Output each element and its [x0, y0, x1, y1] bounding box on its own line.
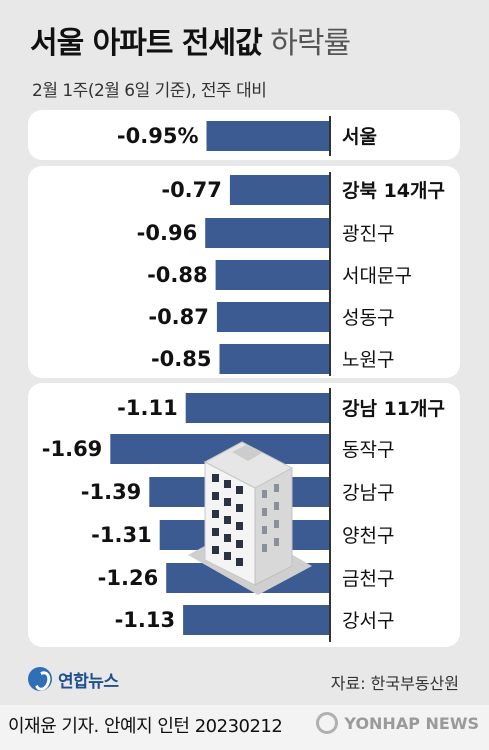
watermark: YONHAP NEWS	[316, 712, 479, 734]
bar	[205, 218, 330, 248]
value-label: -1.11	[117, 396, 178, 420]
bar	[183, 605, 330, 635]
value-label: -0.77	[161, 178, 222, 202]
value-label: -1.26	[98, 566, 159, 590]
bar	[216, 302, 330, 332]
category-label: 강서구	[342, 610, 394, 632]
yonhap-logo-icon	[28, 667, 52, 691]
category-label: 양천구	[342, 525, 394, 547]
category-label: 강남 11개구	[342, 398, 445, 420]
logo-text: 연합뉴스	[58, 671, 119, 692]
category-label: 서울	[342, 126, 377, 148]
credit-line: 이재윤 기자. 안예지 인턴 20230212	[8, 716, 283, 737]
category-label: 성동구	[342, 307, 394, 329]
bar	[229, 175, 330, 205]
category-label: 노원구	[342, 349, 394, 371]
building-icon	[188, 441, 312, 595]
category-label: 강남구	[342, 482, 394, 504]
category-label: 강북 14개구	[342, 180, 445, 202]
bar-chart: -0.95% 서울 -0.77 강북 14개구 -0.96 광진구 -0.88 서대문구 -0.…	[42, 116, 445, 642]
category-label: 서대문구	[342, 265, 412, 287]
value-label: -0.88	[147, 263, 208, 287]
value-label: -1.39	[81, 480, 142, 504]
value-label: -1.31	[91, 523, 152, 547]
title-suffix: 하락률	[270, 26, 351, 61]
footer-bar	[0, 705, 489, 750]
source-note: 자료: 한국부동산원	[330, 674, 459, 693]
bar	[185, 393, 330, 423]
bar	[215, 260, 330, 290]
value-label: -0.85	[151, 347, 212, 371]
bar	[206, 121, 330, 151]
value-label: -1.69	[42, 437, 103, 461]
chart-title: 서울 아파트 전세값 하락률	[30, 18, 351, 62]
bar	[219, 344, 330, 374]
value-label: -0.95%	[117, 124, 199, 148]
chart-subtitle: 2월 1주(2월 6일 기준), 전주 대비	[32, 81, 267, 101]
category-label: 동작구	[342, 439, 394, 461]
yonhap-logo: 연합뉴스	[28, 664, 119, 694]
category-label: 금천구	[342, 568, 394, 590]
watermark-text: YONHAP NEWS	[344, 713, 479, 733]
value-label: -1.13	[115, 608, 176, 632]
value-label: -0.87	[148, 305, 209, 329]
title-main: 서울 아파트 전세값	[30, 26, 263, 61]
category-label: 광진구	[342, 223, 394, 245]
value-label: -0.96	[137, 221, 198, 245]
watermark-icon	[316, 712, 339, 734]
